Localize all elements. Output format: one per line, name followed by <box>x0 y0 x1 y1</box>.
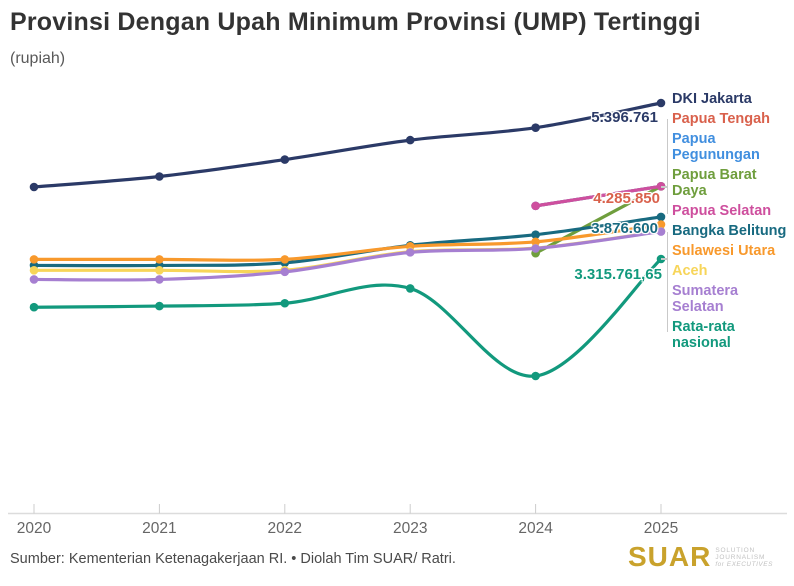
x-axis-label-2025: 2025 <box>644 520 678 537</box>
value-label-bangka-belitung: 3.876.600 <box>591 219 658 237</box>
data-point-sulawesi-utara <box>531 237 540 247</box>
chart-subtitle: (rupiah) <box>10 50 66 67</box>
series-line-papua-barat-daya <box>534 184 663 255</box>
data-point-rata-rata-nasional <box>29 302 39 312</box>
data-point-rata-rata-nasional <box>280 298 290 308</box>
data-point-sumatera-selatan <box>531 244 540 253</box>
data-point-bangka-belitung <box>656 212 666 222</box>
legend-item-sumatera-selatan: Sumatera Selatan <box>672 283 739 315</box>
data-point-sumatera-selatan <box>405 248 415 257</box>
data-point-sumatera-selatan <box>280 267 290 277</box>
source-credit: Sumber: Kementerian Ketenagakerjaan RI. … <box>10 551 456 567</box>
legend-item-papua-pegunungan: Papua Pegunungan <box>672 131 760 163</box>
data-point-aceh <box>29 265 39 275</box>
data-point-sumatera-selatan <box>29 275 39 284</box>
data-point-dki-jakarta <box>29 182 39 192</box>
data-point-dki-jakarta <box>155 172 164 181</box>
suar-logo-tagline-1: SOLUTION JOURNALISM <box>715 546 766 561</box>
legend-item-rata-rata-nasional: Rata-rata nasional <box>672 319 735 351</box>
legend-item-aceh: Aceh <box>672 263 708 279</box>
value-label-dki-jakarta: 5.396.761 <box>591 109 658 126</box>
data-point-aceh <box>155 265 164 275</box>
legend-item-papua-barat-daya: Papua Barat Daya <box>672 167 757 199</box>
legend-item-papua-selatan: Papua Selatan <box>672 203 772 219</box>
data-point-dki-jakarta <box>656 98 666 108</box>
data-point-dki-jakarta <box>280 155 290 164</box>
data-point-sulawesi-utara <box>280 255 290 264</box>
value-label-rata-rata-nasional: 3.315.761,65 <box>574 265 662 283</box>
data-point-dki-jakarta <box>531 123 540 132</box>
legend-bracket-papua-stub <box>661 186 667 188</box>
series-line-papua-selatan <box>534 184 663 208</box>
legend-item-dki-jakarta: DKI Jakarta <box>672 91 752 107</box>
suar-logo: SUAR SOLUTION JOURNALISM for EXECUTIVES <box>628 541 794 573</box>
legend-bracket-papua <box>667 119 668 214</box>
suar-logo-tagline-2: for EXECUTIVES <box>715 560 773 568</box>
x-axis-label-2024: 2024 <box>518 520 553 537</box>
data-point-sulawesi-utara <box>155 255 164 264</box>
legend-item-bangka-belitung: Bangka Belitung <box>672 223 787 239</box>
data-point-rata-rata-nasional <box>405 284 415 293</box>
legend-bracket-lower-stub <box>661 258 667 260</box>
data-point-dki-jakarta <box>405 135 415 145</box>
value-label-papua-selatan: 4.285.850 <box>593 190 660 208</box>
suar-logo-wordmark: SUAR <box>628 541 712 572</box>
data-point-papua-selatan <box>531 201 540 211</box>
data-point-sumatera-selatan <box>155 275 164 284</box>
data-point-bangka-belitung <box>531 230 540 239</box>
suar-logo-taglines: SOLUTION JOURNALISM for EXECUTIVES <box>715 547 794 568</box>
series-line-sulawesi-utara <box>32 222 663 262</box>
chart-legend: DKI Jakarta Papua Tengah Papua Pegunungan P… <box>672 91 794 355</box>
data-point-rata-rata-nasional <box>155 301 164 311</box>
chart-title: Provinsi Dengan Upah Minimum Provinsi (U… <box>10 8 701 36</box>
data-point-sulawesi-utara <box>29 255 39 264</box>
x-axis-label-2021: 2021 <box>142 520 176 537</box>
x-axis-label-2023: 2023 <box>393 520 427 537</box>
data-point-rata-rata-nasional <box>531 371 540 381</box>
x-axis-label-2020: 2020 <box>17 520 52 537</box>
x-axis-label-2022: 2022 <box>268 520 302 537</box>
series-line-rata-rata-nasional <box>32 257 663 378</box>
data-point-sumatera-selatan <box>656 227 666 236</box>
data-point-sulawesi-utara <box>656 220 666 229</box>
series-line-dki-jakarta <box>32 101 663 189</box>
legend-item-papua-tengah: Papua Tengah <box>672 111 771 127</box>
series-line-sumatera-selatan <box>32 229 663 282</box>
legend-bracket-lower <box>667 232 668 332</box>
legend-item-sulawesi-utara: Sulawesi Utara <box>672 243 776 259</box>
